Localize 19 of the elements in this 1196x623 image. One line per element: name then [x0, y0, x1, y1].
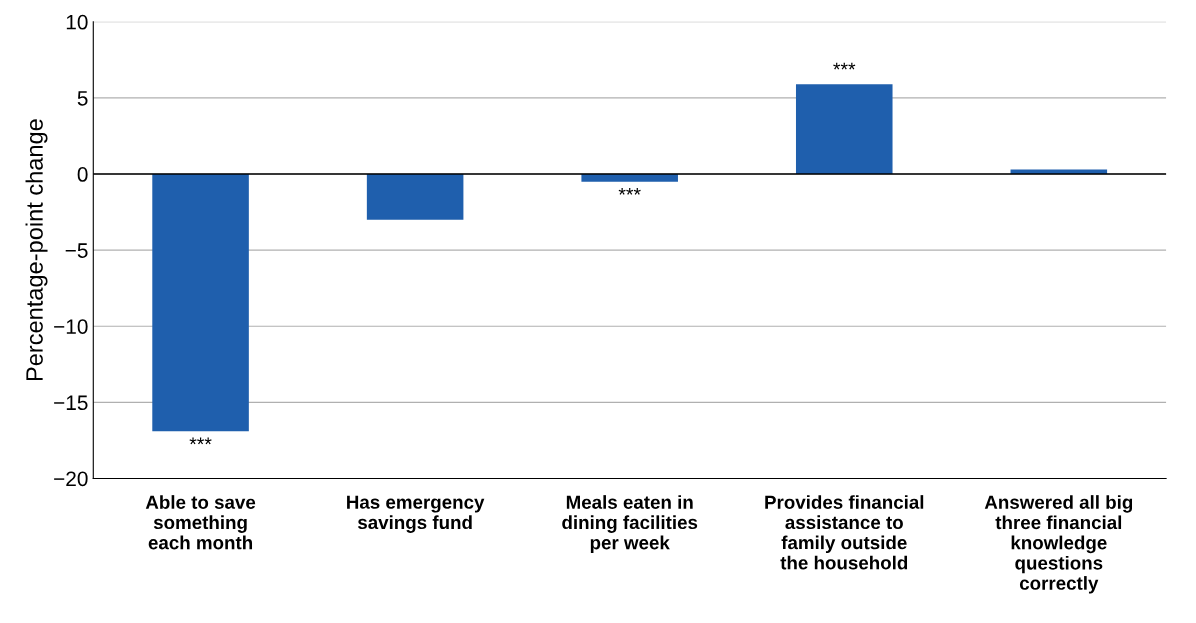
x-tick-label: Has emergency savings fund [347, 495, 485, 533]
x-tick-label: Meals eaten in dining facilities per week [562, 495, 698, 554]
annotation: *** [189, 437, 212, 445]
bar [366, 174, 464, 220]
x-tick-label: Able to save something each month [145, 495, 256, 550]
y-tick-label: −5 [65, 243, 88, 258]
annotation: *** [833, 62, 856, 70]
annotation: *** [618, 187, 641, 195]
y-tick-label: −10 [54, 319, 88, 334]
y-tick-label: 0 [77, 167, 88, 182]
y-tick-label: −15 [54, 395, 88, 411]
x-tick-label: Provides financial assistance to family outside the household [765, 495, 924, 570]
bar [152, 174, 249, 432]
bar [795, 84, 893, 175]
y-tick-label: 5 [77, 91, 88, 106]
y-tick-label: 10 [66, 14, 88, 30]
y-axis-title: Percentage-point change [25, 119, 48, 381]
x-tick-label: Answered all big three financial knowledge questions correctly [984, 495, 1133, 594]
y-tick-label: −20 [54, 471, 88, 487]
